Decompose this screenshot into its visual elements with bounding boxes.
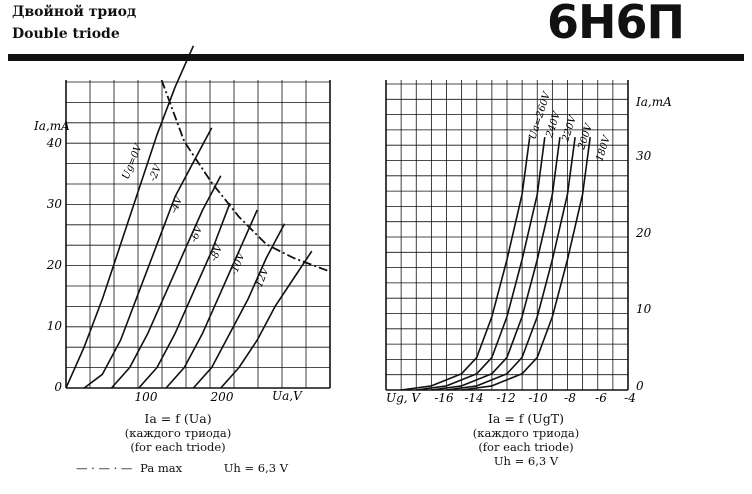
series-line [400,136,531,391]
series-line [220,250,313,389]
title-english: Double triode [12,26,120,42]
right-y-tick: 10 [636,302,652,316]
series-line [83,127,213,389]
curve-label-ug-m10v: -10V [229,250,249,277]
right-x-tick: -14 [464,391,483,405]
right-x-tick: -12 [496,391,515,405]
right-chart-curves [400,136,591,391]
left-legend: — · — · — Pa max Uh = 6,3 V [76,461,288,475]
left-caption-ru: (каждого триода) [124,426,232,440]
left-chart-curves [65,45,331,389]
left-y-axis-label: Ia,mA [33,119,70,133]
curve-label-ua-200v: 200V [576,121,595,152]
left-x-tick: 200 [210,390,234,404]
left-y-tick: 40 [46,136,63,150]
series-line [165,209,258,389]
right-x-ticks: -16 -14 -12 -10 -8 -6 -4 [434,391,636,405]
left-y-tick: 0 [54,380,62,394]
right-caption: Ia = f (UgT) (каждого триода) (for each … [466,411,586,469]
series-line [461,136,591,391]
left-y-tick: 30 [47,197,63,211]
right-x-tick: -8 [564,391,576,405]
left-caption-en: (for each triode) [130,440,226,454]
curve-label-ua-240v: 240V [544,109,563,140]
right-x-tick: -16 [434,391,454,405]
right-y-axis-label: Ia,mA [635,95,672,109]
right-x-tick: -6 [595,391,607,405]
right-x-tick: -4 [624,391,636,405]
curve-label-ug-0v: Ug=0V [121,141,146,181]
left-heater-voltage: Uh = 6,3 V [223,461,289,475]
left-caption-formula: Ia = f (Ua) [144,411,212,426]
right-chart-grid [385,80,628,391]
left-x-tick: 100 [135,390,158,404]
left-x-axis-label: Ua,V [272,389,303,403]
right-caption-ru: (каждого триода) [472,426,580,440]
left-y-tick: 10 [47,319,63,333]
right-curve-labels: Ua=260V 240V 220V 200V 180V [527,89,613,163]
right-x-axis-label: Ug, V [386,391,421,405]
right-caption-en: (for each triode) [478,440,574,454]
left-y-tick: 20 [46,258,63,272]
curve-label-ua-220v: 220V [560,113,579,144]
right-chart-axes [385,80,629,391]
title-russian: Двойной триод [12,4,137,20]
curve-label-ug-m6v: -6V [189,223,206,244]
series-line [160,79,331,273]
right-x-tick: -10 [528,391,548,405]
legend-pa-max: Pa max [140,461,183,475]
series-line [65,45,195,389]
series-line [138,202,231,389]
series-line [192,223,286,389]
left-caption: Ia = f (Ua) (каждого триода) (for each t… [118,411,238,455]
series-line [110,175,222,389]
curve-label-ug-m12v: -12V [253,265,273,292]
header-rule [8,54,744,61]
right-y-tick: 0 [636,379,644,393]
tube-model: 6Н6П [546,0,685,49]
left-x-ticks: 100 200 [135,390,234,404]
series-line [431,136,561,391]
series-line [416,136,546,391]
left-chart-axes [65,80,331,389]
right-y-tick: 20 [635,226,652,240]
right-heater-voltage: Uh = 6,3 V [493,454,559,468]
curve-label-ua-180v: 180V [594,133,613,163]
left-chart-grid [65,80,331,389]
legend-dash-dot-line: — · — · — [76,461,133,475]
right-y-tick: 30 [636,149,652,163]
right-y-ticks: 30 20 10 0 [635,149,652,393]
series-line [446,136,576,391]
right-caption-formula: Ia = f (UgT) [487,411,565,426]
left-y-ticks: 40 30 20 10 0 [46,136,63,394]
